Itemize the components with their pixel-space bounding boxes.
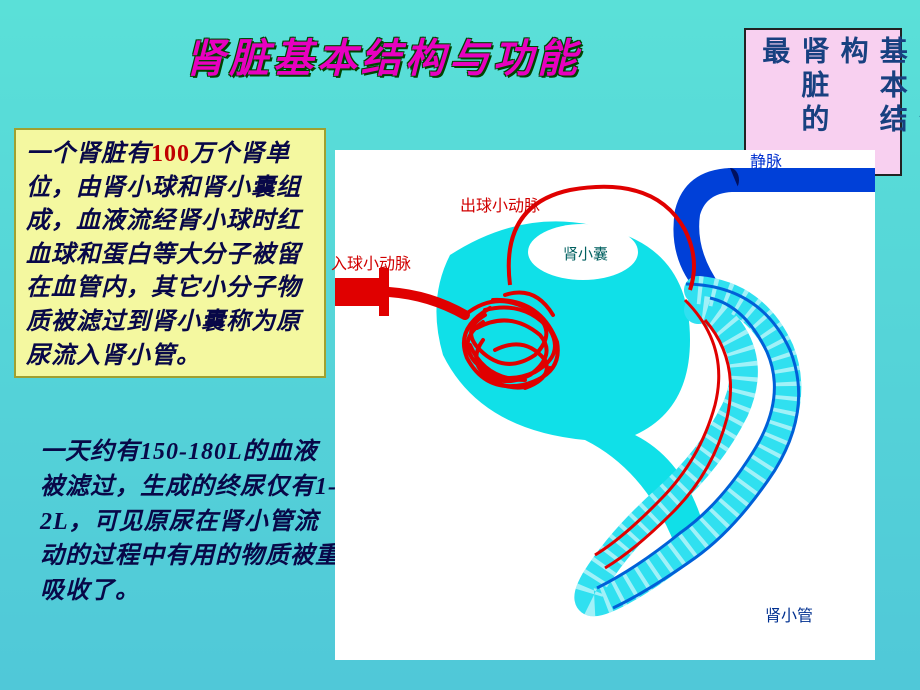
vein-down (673, 168, 740, 295)
label-tubule: 肾小管 (765, 602, 813, 626)
nephron-svg (335, 150, 875, 660)
description-box-1: 一个肾脏有100万个肾单位，由肾小球和肾小囊组成，血液流经肾小球时红血球和蛋白等… (14, 128, 326, 378)
description-box-2: 一天约有150-180L的血液被滤过，生成的终尿仅有1-2L，可见原尿在肾小管流… (40, 435, 340, 609)
box1-number: 100 (151, 141, 190, 167)
nephron-diagram: 静脉 出球小动脉 入球小动脉 肾小囊 肾小管 (335, 150, 875, 660)
box1-post: 万个肾单位，由肾小球和肾小囊组成，血液流经肾小球时红血球和蛋白等大分子被留在血管… (26, 141, 301, 369)
label-capsule: 肾小囊 (563, 243, 608, 264)
label-afferent: 入球小动脉 (331, 250, 411, 274)
sidebox-col-3: 肾单位 (911, 36, 920, 168)
label-efferent: 出球小动脉 (460, 192, 540, 216)
label-vein: 静脉 (750, 148, 782, 172)
sidebox-col-2: 基本结构 (832, 36, 910, 168)
page-title: 肾脏基本结构与功能 (185, 26, 581, 84)
afferent-bar (335, 278, 383, 306)
box1-pre: 一个肾脏有 (26, 141, 151, 167)
